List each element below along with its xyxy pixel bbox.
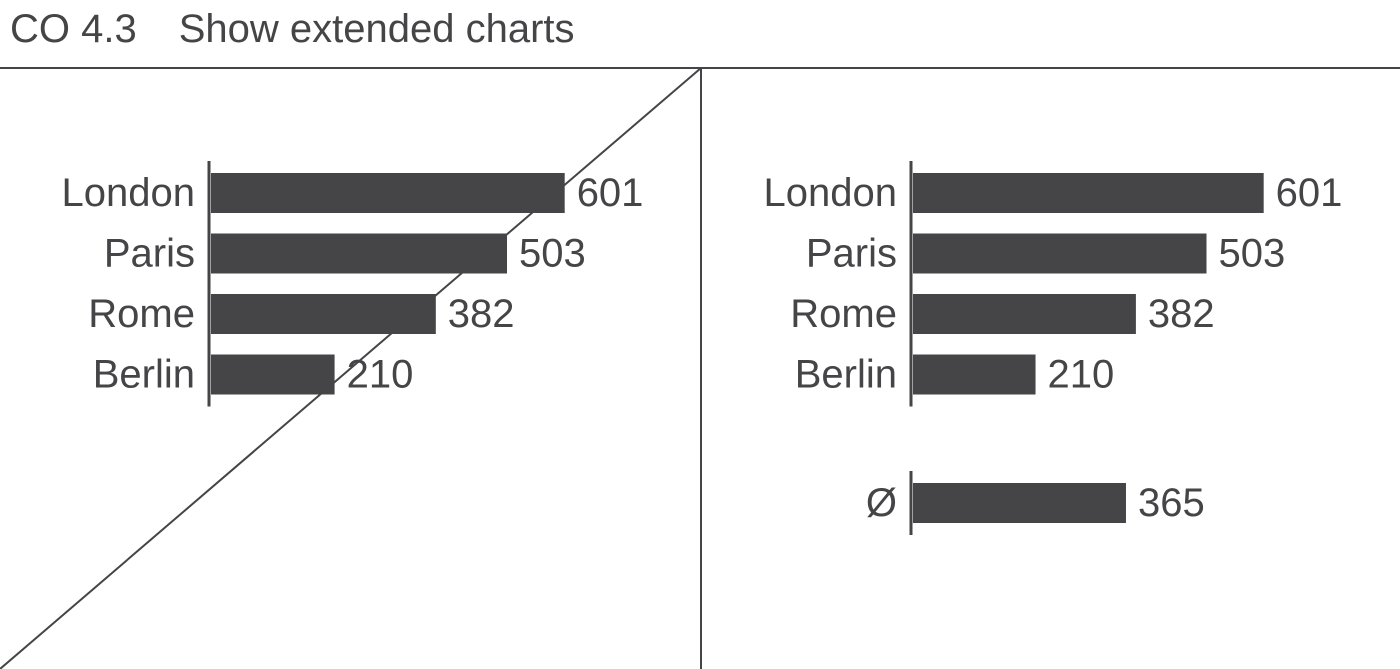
panel-divider [700, 67, 702, 669]
chart-1-category-label: Paris [104, 232, 195, 276]
chart-2-value-label: 503 [1219, 232, 1286, 276]
chart-1-value-label: 601 [577, 171, 644, 215]
average-value-label: 365 [1138, 481, 1205, 525]
chart-1-category-label: London [62, 171, 195, 215]
chart-2-category-label: Rome [790, 292, 897, 336]
chart-1-bar-london [211, 173, 565, 213]
chart-2-value-label: 210 [1048, 353, 1115, 397]
chart-1-bar-berlin [211, 354, 335, 395]
chart-2-category-label: London [764, 171, 897, 215]
chart-2-category-label: Berlin [795, 353, 897, 397]
chart-2-value-label: 382 [1148, 292, 1215, 336]
chart-2-category-label: Paris [806, 232, 897, 276]
average-bar [913, 483, 1126, 523]
chart-1-bar-rome [211, 294, 436, 334]
chart-2-bar-london [913, 173, 1264, 213]
chart-1-value-label: 503 [519, 232, 586, 276]
chart-1-category-label: Berlin [93, 353, 195, 397]
page-title: Show extended charts [178, 7, 575, 51]
chart-1-bar-paris [211, 233, 508, 274]
chart-1-value-label: 382 [448, 292, 515, 336]
strike-line [0, 67, 702, 669]
page-header: CO 4.3 Show extended charts [10, 4, 575, 54]
chart-2-value-label: 601 [1276, 171, 1343, 215]
chart-2-bar-berlin [913, 354, 1036, 395]
chart-1-category-label: Rome [88, 292, 195, 336]
chart-2-bar-rome [913, 294, 1136, 334]
chart-1-value-label: 210 [347, 353, 414, 397]
chart-code: CO 4.3 [10, 7, 137, 51]
average-label: Ø [866, 481, 897, 525]
chart-2-bar-paris [913, 233, 1207, 274]
